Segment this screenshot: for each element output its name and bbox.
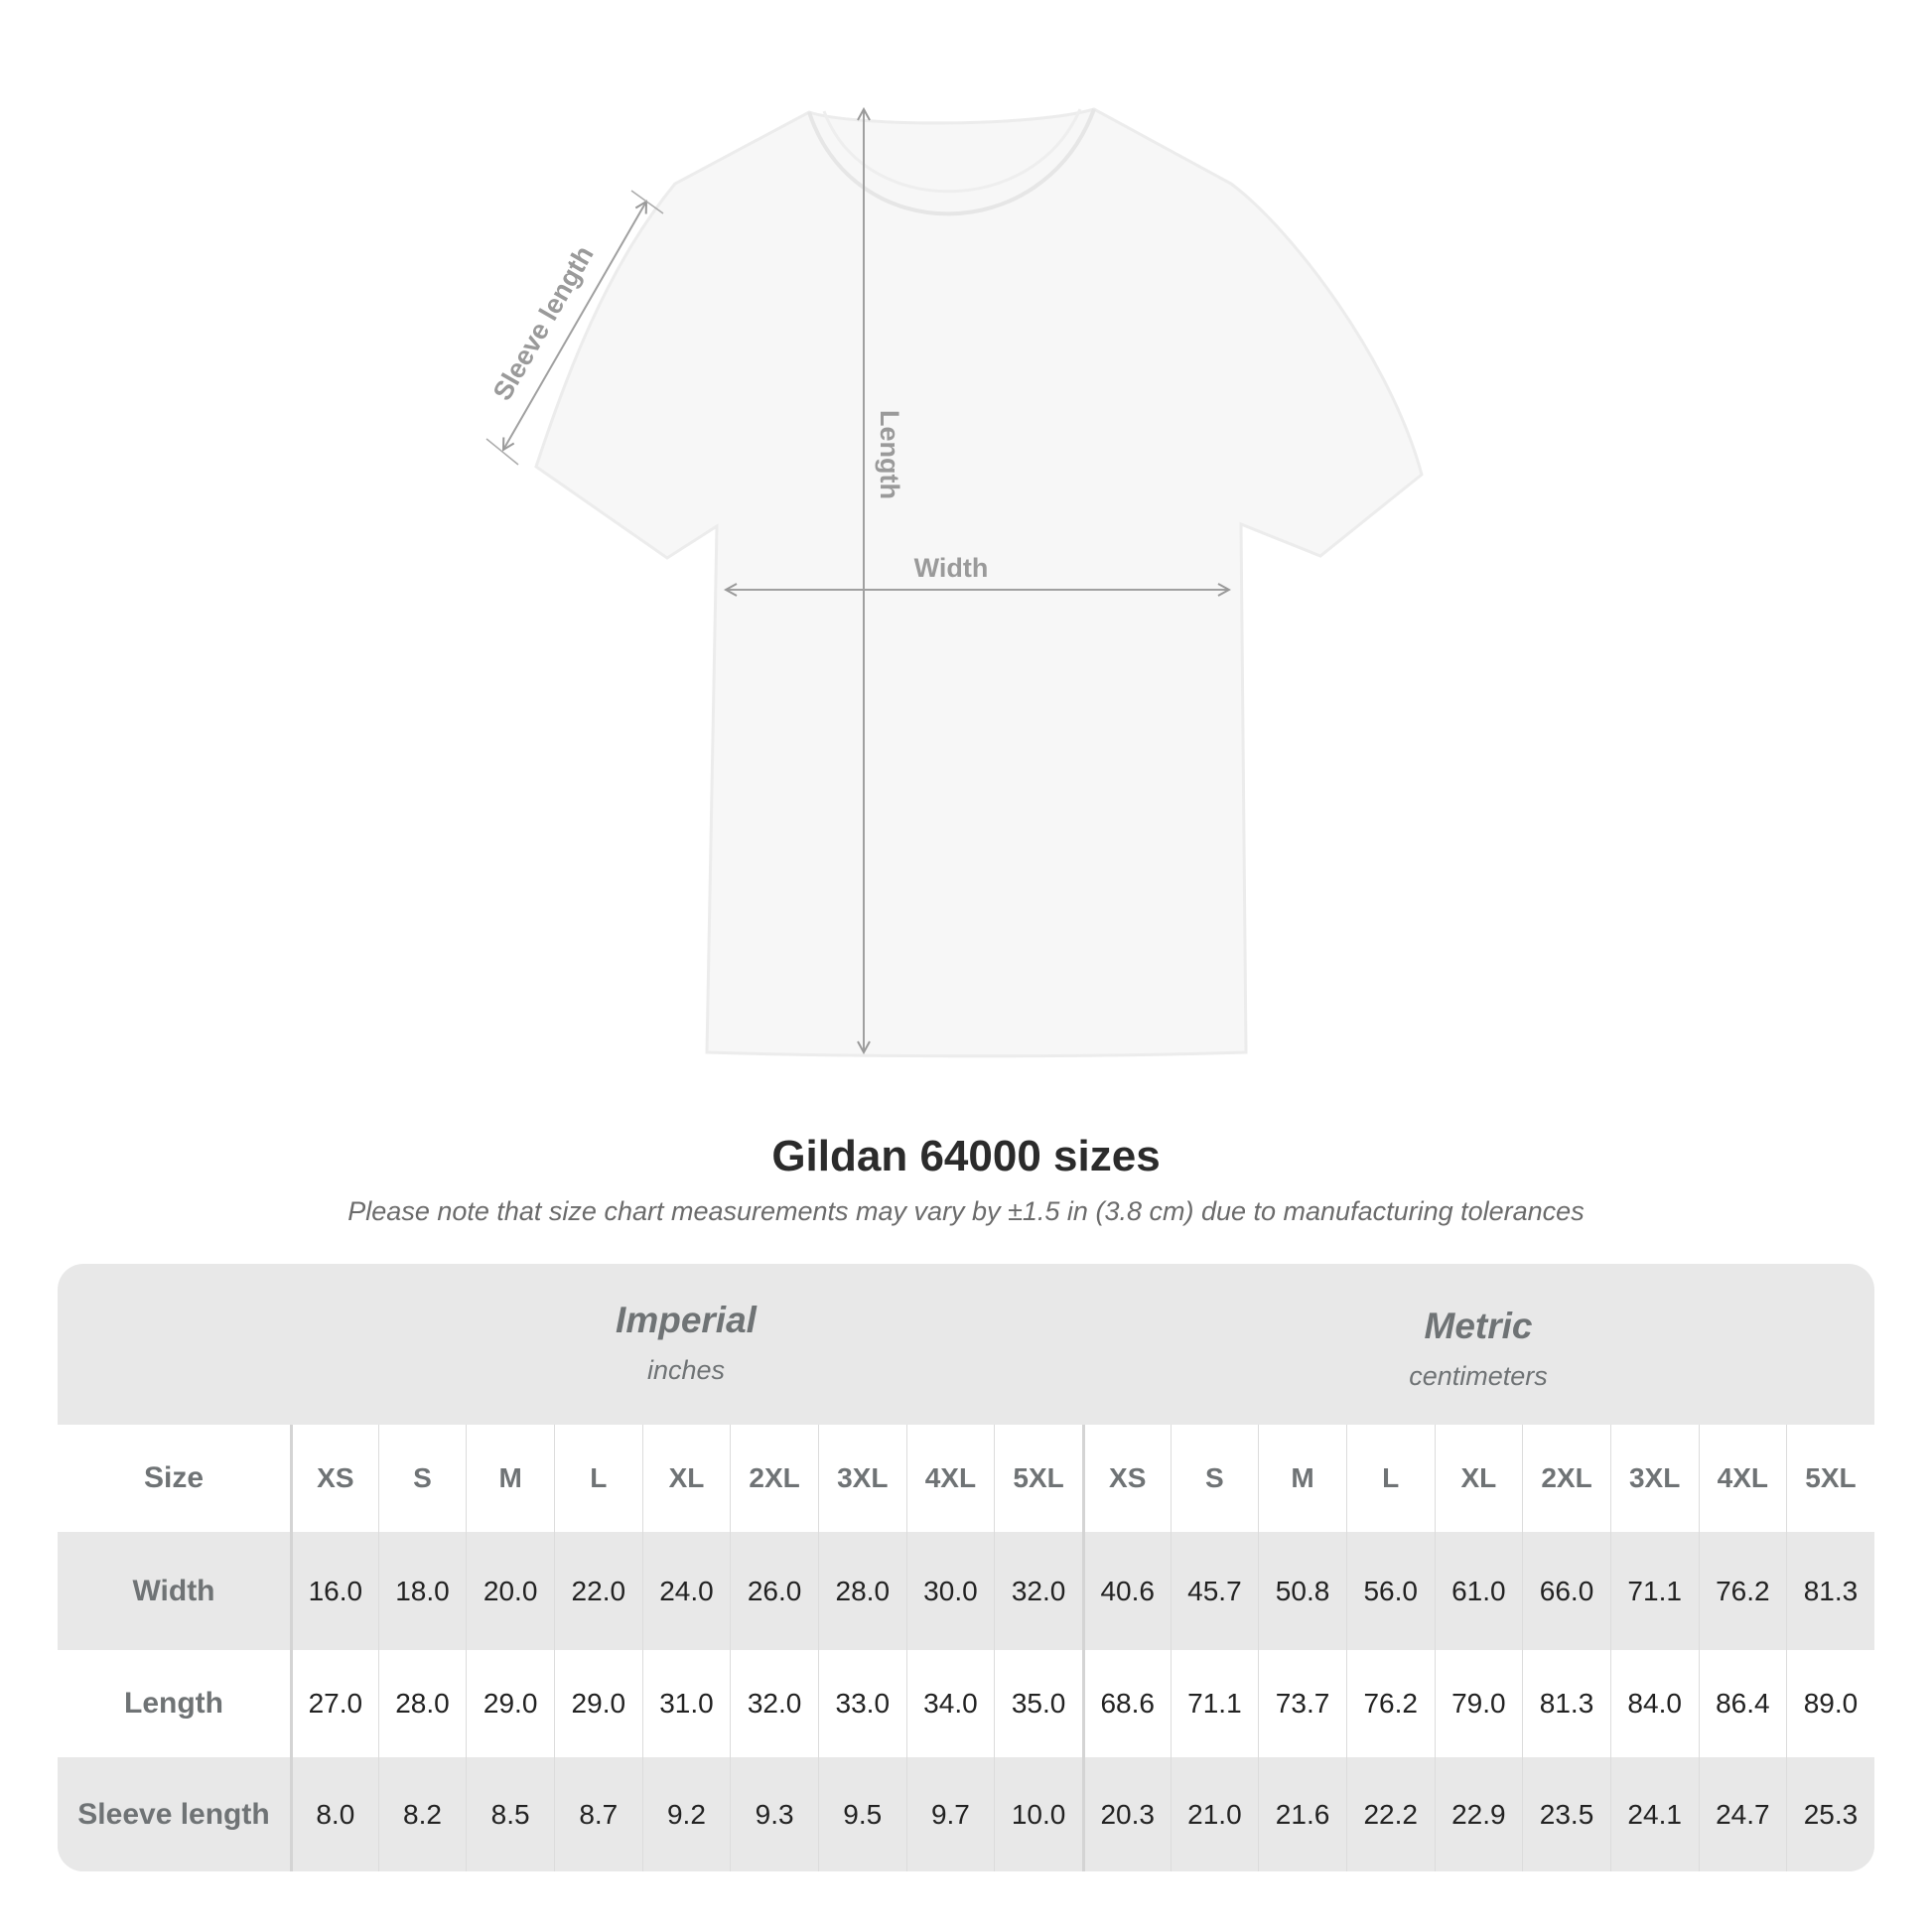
imperial-value-cell: 26.0	[730, 1532, 818, 1650]
metric-size-m: M	[1258, 1425, 1346, 1532]
imperial-size-4xl: 4XL	[905, 1425, 995, 1532]
imperial-value-cell: 10.0	[994, 1757, 1082, 1871]
metric-value-cell: 71.1	[1170, 1650, 1259, 1757]
metric-value-cell: 79.0	[1434, 1650, 1523, 1757]
metric-value-cell: 86.4	[1698, 1650, 1787, 1757]
metric-unit: centimeters	[1409, 1361, 1548, 1391]
tshirt-diagram: Width Length Sleeve length	[485, 0, 1424, 1058]
metric-value-cell: 76.2	[1345, 1650, 1435, 1757]
imperial-value-cell: 8.5	[466, 1757, 554, 1871]
metric-value-cell: 20.3	[1081, 1757, 1171, 1871]
metric-value-cell: 61.0	[1434, 1532, 1523, 1650]
imperial-value-cell: 29.0	[466, 1650, 554, 1757]
imperial-value-cell: 33.0	[817, 1650, 906, 1757]
metric-size-xs: XS	[1081, 1425, 1171, 1532]
metric-title: Metric	[1424, 1306, 1533, 1346]
metric-value-cell: 71.1	[1609, 1532, 1699, 1650]
sleeve-length-row: Sleeve length 8.0 8.2 8.5 8.7 9.2 9.3 9.5 9.7 10.…	[58, 1757, 1874, 1871]
imperial-value-cell: 31.0	[641, 1650, 731, 1757]
imperial-value-cell: 29.0	[553, 1650, 642, 1757]
imperial-value-cell: 16.0	[290, 1532, 378, 1650]
metric-value-cell: 50.8	[1258, 1532, 1346, 1650]
imperial-unit: inches	[646, 1355, 726, 1385]
imperial-size-xs: XS	[290, 1425, 378, 1532]
imperial-value-cell: 27.0	[290, 1650, 378, 1757]
metric-value-cell: 76.2	[1698, 1532, 1787, 1650]
imperial-value-cell: 9.7	[905, 1757, 995, 1871]
imperial-value-cell: 22.0	[553, 1532, 642, 1650]
imperial-value-cell: 8.2	[377, 1757, 467, 1871]
length-row: Length 27.0 28.0 29.0 29.0 31.0 32.0 33.0 34.0 35…	[58, 1650, 1874, 1757]
imperial-value-cell: 32.0	[730, 1650, 818, 1757]
imperial-size-l: L	[553, 1425, 642, 1532]
metric-value-cell: 66.0	[1522, 1532, 1610, 1650]
size-header-label: Size	[143, 1461, 205, 1494]
tolerance-note: Please note that size chart measurements…	[347, 1196, 1585, 1226]
metric-value-cell: 40.6	[1081, 1532, 1171, 1650]
row-label: Width	[132, 1574, 215, 1607]
metric-value-cell: 84.0	[1609, 1650, 1699, 1757]
imperial-value-cell: 9.2	[641, 1757, 731, 1871]
metric-value-cell: 68.6	[1081, 1650, 1171, 1757]
size-table: Imperial inches Metric centimeters Size X…	[58, 1264, 1874, 1871]
metric-value-cell: 21.0	[1170, 1757, 1259, 1871]
metric-size-2xl: 2XL	[1522, 1425, 1610, 1532]
metric-value-cell: 45.7	[1170, 1532, 1259, 1650]
metric-size-5xl: 5XL	[1786, 1425, 1874, 1532]
imperial-size-m: M	[466, 1425, 554, 1532]
imperial-value-cell: 18.0	[377, 1532, 467, 1650]
metric-value-cell: 56.0	[1345, 1532, 1435, 1650]
metric-header: Metric centimeters	[1082, 1270, 1874, 1431]
metric-value-cell: 22.2	[1345, 1757, 1435, 1871]
imperial-value-cell: 34.0	[905, 1650, 995, 1757]
metric-size-3xl: 3XL	[1609, 1425, 1699, 1532]
imperial-size-5xl: 5XL	[994, 1425, 1082, 1532]
page-title: Gildan 64000 sizes	[771, 1132, 1161, 1180]
metric-value-cell: 81.3	[1786, 1532, 1874, 1650]
imperial-value-cell: 24.0	[641, 1532, 731, 1650]
size-row: Size XS S M L XL 2XL 3XL 4XL 5XL XS S M L XL 2XL 3XL 4XL 5…	[58, 1425, 1874, 1532]
metric-value-cell: 81.3	[1522, 1650, 1610, 1757]
metric-value-cell: 73.7	[1258, 1650, 1346, 1757]
imperial-size-3xl: 3XL	[817, 1425, 906, 1532]
tshirt-collar	[807, 108, 1096, 216]
metric-value-cell: 22.9	[1434, 1757, 1523, 1871]
imperial-value-cell: 8.7	[553, 1757, 642, 1871]
imperial-value-cell: 35.0	[994, 1650, 1082, 1757]
metric-value-cell: 25.3	[1786, 1757, 1874, 1871]
imperial-value-cell: 30.0	[905, 1532, 995, 1650]
sleeve-arrow	[503, 202, 646, 450]
imperial-title: Imperial	[616, 1300, 757, 1340]
width-row: Width 16.0 18.0 20.0 22.0 24.0 26.0 28.0 30.0 32.…	[58, 1532, 1874, 1650]
imperial-value-cell: 9.3	[730, 1757, 818, 1871]
imperial-size-xl: XL	[641, 1425, 731, 1532]
metric-size-l: L	[1345, 1425, 1435, 1532]
length-label: Length	[875, 410, 904, 499]
metric-value-cell: 23.5	[1522, 1757, 1610, 1871]
metric-value-cell: 21.6	[1258, 1757, 1346, 1871]
metric-size-xl: XL	[1434, 1425, 1523, 1532]
metric-value-cell: 89.0	[1786, 1650, 1874, 1757]
imperial-size-2xl: 2XL	[730, 1425, 818, 1532]
imperial-value-cell: 20.0	[466, 1532, 554, 1650]
imperial-value-cell: 28.0	[817, 1532, 906, 1650]
imperial-value-cell: 9.5	[817, 1757, 906, 1871]
width-label: Width	[914, 553, 989, 583]
imperial-size-s: S	[377, 1425, 467, 1532]
imperial-value-cell: 8.0	[290, 1757, 378, 1871]
row-label: Length	[124, 1687, 223, 1720]
imperial-value-cell: 28.0	[377, 1650, 467, 1757]
imperial-value-cell: 32.0	[994, 1532, 1082, 1650]
metric-value-cell: 24.7	[1698, 1757, 1787, 1871]
row-label: Sleeve length	[77, 1797, 270, 1831]
metric-size-s: S	[1170, 1425, 1259, 1532]
imperial-header: Imperial inches	[290, 1264, 1082, 1425]
metric-size-4xl: 4XL	[1698, 1425, 1787, 1532]
metric-value-cell: 24.1	[1609, 1757, 1699, 1871]
